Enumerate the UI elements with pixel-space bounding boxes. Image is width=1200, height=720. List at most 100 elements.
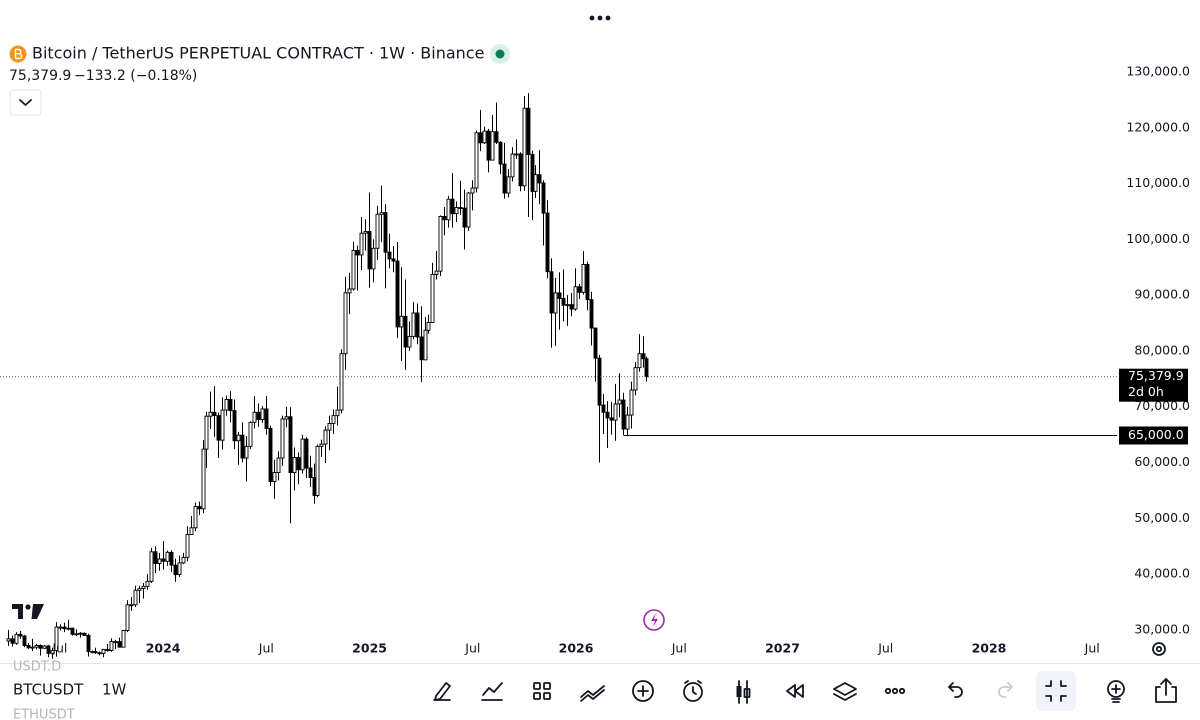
x-tick-label: 2028 [972,641,1007,656]
price-countdown: 2d 0h [1128,384,1164,399]
symbol-mask [0,676,88,705]
candle-body [46,645,51,654]
candle-body [347,288,352,294]
candle-body [145,580,150,587]
candle-body [288,416,293,473]
candle-body [70,627,75,635]
candle-body [442,216,447,221]
candle-body [355,250,360,256]
y-tick-label: 30,000.0 [1134,621,1190,636]
candle-body [153,551,158,564]
candle-body [549,271,554,314]
hline-label: 65,000.0 [1128,427,1184,442]
alert-tool[interactable] [683,680,703,702]
candle-body [581,263,586,293]
candle-body [97,652,102,655]
candle-body [50,650,55,654]
toolbar-interval[interactable]: 1W [102,681,127,699]
candle-body [351,250,356,290]
candle-body [327,422,332,431]
candle-body [419,336,424,361]
candle-body [6,638,11,642]
redo-button[interactable] [998,682,1013,698]
candle-body [101,648,106,654]
candle-body [331,415,336,424]
candle-body [585,263,590,301]
candle-body [256,411,261,420]
candle-body [93,651,98,654]
candle-body [315,445,320,496]
candle-body [411,312,416,337]
candle-body [74,633,79,636]
candle-body [577,286,582,293]
candle-body [216,415,221,441]
candle-body [371,247,376,270]
candle-body [276,457,281,473]
chart-type-tool[interactable] [736,680,751,704]
candle-body [403,315,408,348]
candle-body [379,212,384,215]
more-tool[interactable] [884,687,906,695]
candle-body [363,231,368,234]
candle-body [185,534,190,558]
watchlist-item[interactable]: ETHUSDT [13,708,75,720]
candle-body [323,429,328,445]
candle-body [454,207,459,215]
candle-body [522,107,527,187]
draw-tool[interactable] [433,682,451,701]
candle-body [18,633,23,637]
more-handle[interactable] [589,15,611,21]
candle-body [189,527,194,535]
replay-tool[interactable] [786,684,804,698]
candle-body [375,213,380,249]
candle-body [541,182,546,214]
watchlist-item[interactable]: USDT.D [13,660,61,675]
symbol-title[interactable]: Bitcoin / TetherUS PERPETUAL CONTRACT · … [32,44,484,63]
toolbar-symbol[interactable]: BTCUSDT [13,681,84,699]
candle-body [625,414,630,430]
undo-button[interactable] [948,682,963,698]
candle-body [537,174,542,184]
layers-tool[interactable] [833,682,857,701]
candle-body [561,298,566,306]
collapse-button[interactable] [9,89,42,116]
candle-body [359,232,364,256]
candle-body [339,353,344,411]
candle-body [304,438,309,469]
flash-button[interactable] [643,609,665,631]
templates-tool[interactable] [533,682,551,700]
candle-body [478,132,483,144]
candle-body [42,645,47,649]
candle-body [10,638,15,644]
candle-body [62,626,67,630]
share-button[interactable] [1155,678,1177,703]
candle-body [201,448,206,510]
y-tick-label: 50,000.0 [1134,510,1190,525]
candle-body [569,304,574,310]
candle-body [292,457,297,473]
x-tick-label: Jul [877,641,893,656]
candle-body [367,231,372,270]
candle-body [54,626,59,651]
ideas-button[interactable] [1107,680,1125,703]
candle-body [109,641,114,651]
compare-tool[interactable] [580,685,605,702]
candle-body [601,404,606,413]
add-tool[interactable] [632,680,654,702]
fullscreen-button[interactable] [1036,671,1076,711]
candle-body [308,467,313,479]
candle-body [617,399,622,405]
candle-body [236,434,241,442]
settings-button[interactable] [1152,642,1166,656]
candle-body [518,153,523,187]
candle-body [593,327,598,359]
indicators-tool[interactable] [481,682,503,701]
x-tick-label: Jul [671,641,687,656]
candle-body [434,270,439,275]
candle-body [129,604,134,607]
x-tick-label: 2025 [352,641,387,656]
candle-body [173,564,178,576]
candle-body [26,645,31,649]
candle-body [66,627,71,630]
candle-body [252,411,257,423]
